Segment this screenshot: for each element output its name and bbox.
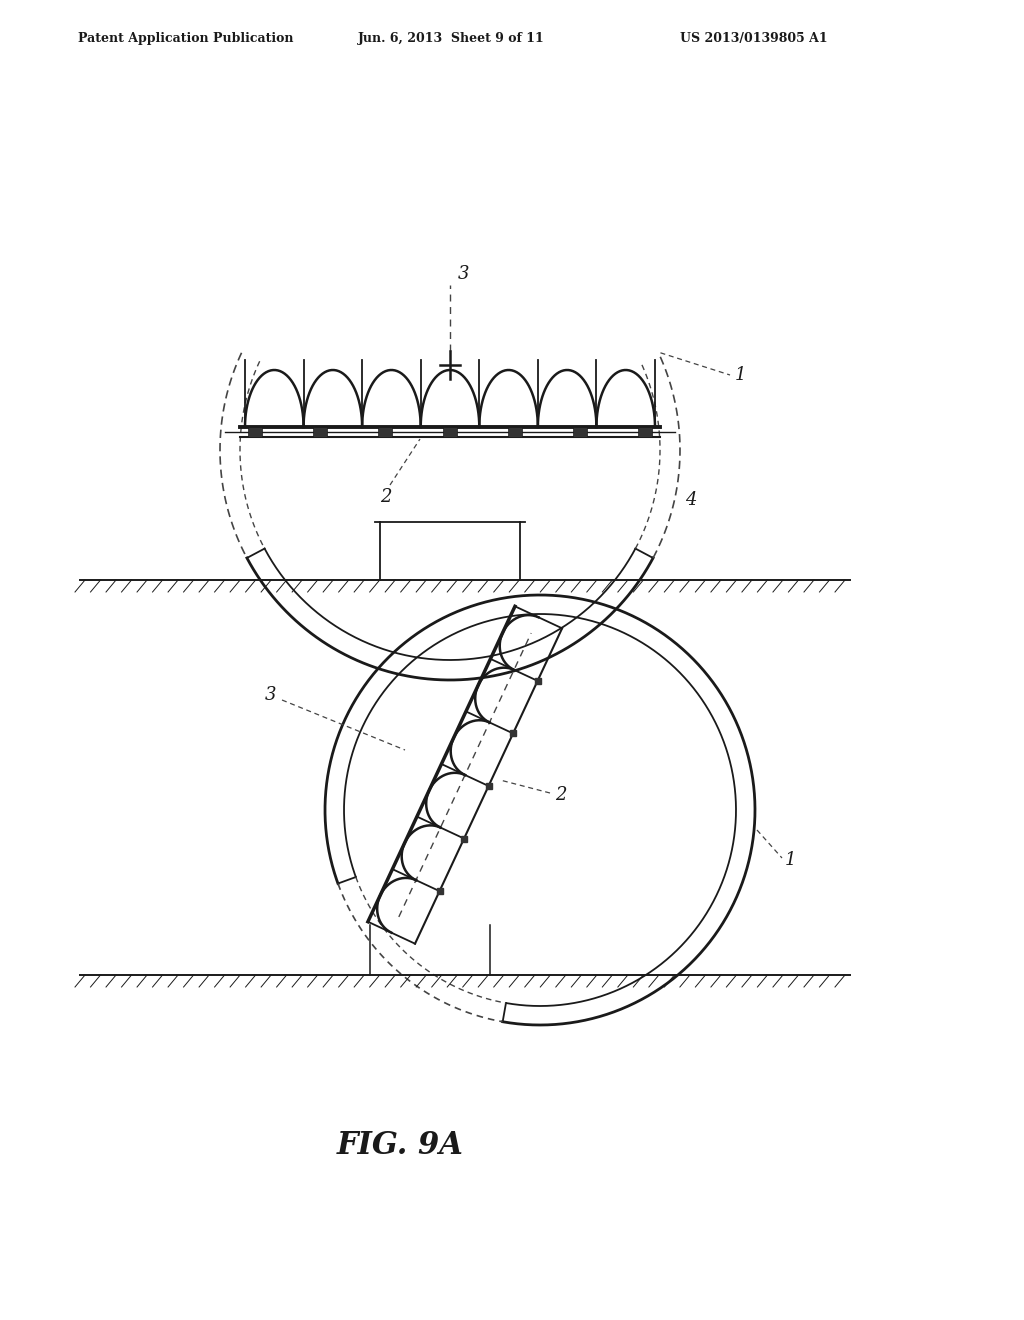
Text: Patent Application Publication: Patent Application Publication [78, 32, 294, 45]
Text: 1: 1 [735, 366, 746, 384]
Text: 2: 2 [555, 785, 566, 804]
Bar [508, 426, 522, 437]
Bar [573, 426, 587, 437]
Bar [378, 426, 392, 437]
Text: 3: 3 [265, 686, 276, 704]
Text: 2: 2 [380, 488, 391, 506]
Text: 4: 4 [685, 491, 696, 510]
Text: 3: 3 [458, 265, 469, 282]
Bar [443, 426, 457, 437]
Text: US 2013/0139805 A1: US 2013/0139805 A1 [680, 32, 827, 45]
Bar [313, 426, 327, 437]
Text: FIG. 9A: FIG. 9A [337, 1130, 464, 1160]
Text: Jun. 6, 2013  Sheet 9 of 11: Jun. 6, 2013 Sheet 9 of 11 [358, 32, 545, 45]
Bar [248, 426, 262, 437]
Bar [638, 426, 652, 437]
Text: 1: 1 [785, 851, 797, 869]
